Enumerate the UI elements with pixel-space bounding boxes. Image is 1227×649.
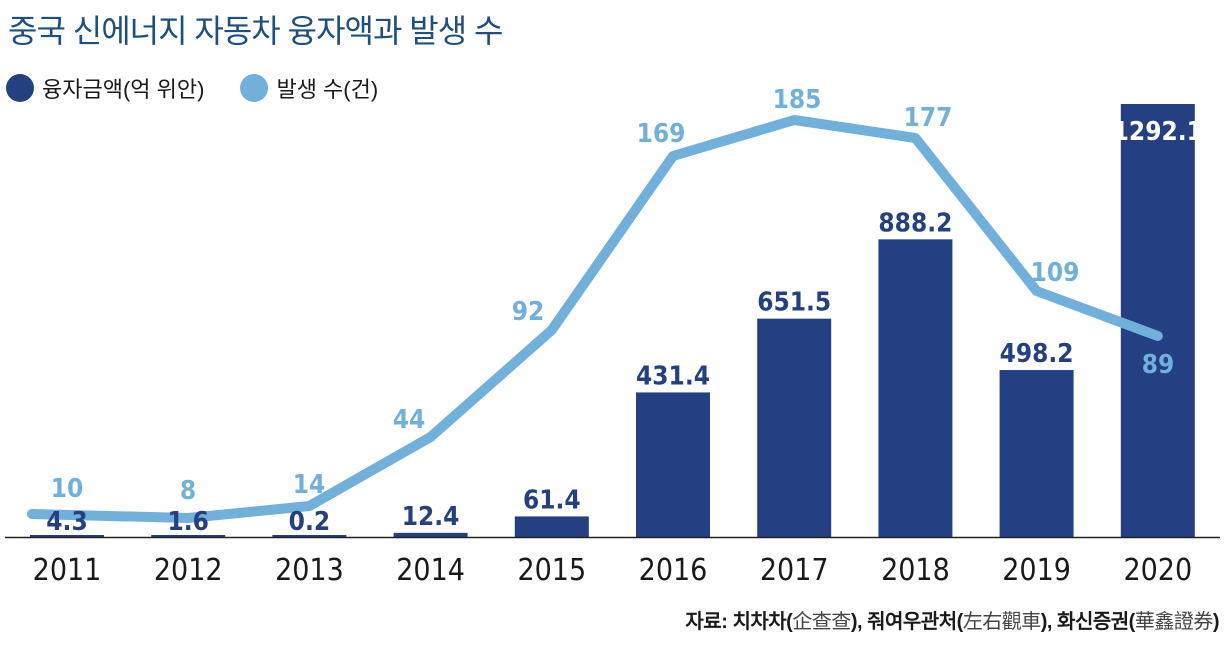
legend-label-funding: 융자금액(억 위안) <box>42 77 205 102</box>
bar-2016 <box>636 392 710 537</box>
bar-label-2018: 888.2 <box>878 208 952 238</box>
source-han-0: 企查查 <box>792 609 851 633</box>
bar-2015 <box>514 516 589 537</box>
bar-label-2015: 61.4 <box>523 485 581 515</box>
line-series-count <box>27 115 1163 523</box>
legend: 융자금액(억 위안) 발생 수(건) <box>6 72 414 104</box>
line-label-2020: 89 <box>1142 350 1175 380</box>
bar-2020 <box>1120 104 1195 537</box>
bar-2013 <box>272 535 347 537</box>
line-label-2015: 92 <box>512 297 545 327</box>
bar-label-2012: 1.6 <box>167 507 208 537</box>
x-tick-2011: 2011 <box>33 553 102 588</box>
source-note: 자료: 치차차(企查查), 줘여우관처(左右觀車), 화신증권(華鑫證券) <box>685 609 1219 633</box>
x-tick-2015: 2015 <box>517 553 586 588</box>
line-label-2014: 44 <box>393 405 426 435</box>
bar-label-2017: 651.5 <box>757 288 831 318</box>
x-tick-2014: 2014 <box>396 553 465 588</box>
chart-title: 중국 신에너지 자동차 융자액과 발생 수 <box>8 13 503 49</box>
source-han-2: 華鑫證券 <box>1134 609 1214 633</box>
legend-item-count: 발생 수(건) <box>240 72 378 104</box>
bar-2011 <box>30 535 104 537</box>
circle-icon <box>240 74 269 102</box>
line-label-2019: 109 <box>1031 258 1080 288</box>
bar-label-2019: 498.2 <box>1000 339 1074 369</box>
line-label-2013: 14 <box>293 470 326 500</box>
x-tick-2018: 2018 <box>881 553 950 588</box>
source-han-1: 左右觀車 <box>962 609 1042 633</box>
bar-label-2011: 4.3 <box>46 507 87 537</box>
bar-2017 <box>757 318 832 537</box>
legend-item-funding: 융자금액(억 위안) <box>6 72 204 104</box>
x-tick-2013: 2013 <box>275 553 344 588</box>
x-tick-2019: 2019 <box>1002 553 1071 588</box>
source-prefix: 자료: <box>685 611 733 633</box>
line-label-2012: 8 <box>180 476 196 506</box>
bar-label-2020: 1292.1 <box>1113 117 1203 147</box>
source-ko-0: 치차차 <box>732 611 787 633</box>
x-tick-2017: 2017 <box>760 553 829 588</box>
bar-label-2014: 12.4 <box>402 502 460 532</box>
bar-label-2016: 431.4 <box>636 361 710 391</box>
line-label-2011: 10 <box>51 474 84 504</box>
bar-2012 <box>151 535 226 537</box>
bar-2014 <box>393 532 468 537</box>
bar-2018 <box>878 239 953 537</box>
line-label-2017: 185 <box>773 85 822 115</box>
x-tick-2020: 2020 <box>1123 553 1192 588</box>
x-tick-2012: 2012 <box>154 553 223 588</box>
source-ko-2: 화신증권 <box>1057 611 1129 633</box>
legend-label-count: 발생 수(건) <box>276 77 379 102</box>
source-ko-1: 줘여우관처 <box>867 611 957 633</box>
line-label-2018: 177 <box>904 103 953 133</box>
x-tick-2016: 2016 <box>639 553 708 588</box>
circle-icon <box>6 74 34 102</box>
bar-label-2013: 0.2 <box>289 507 330 537</box>
line-label-2016: 169 <box>637 119 686 149</box>
bar-2019 <box>999 370 1074 537</box>
